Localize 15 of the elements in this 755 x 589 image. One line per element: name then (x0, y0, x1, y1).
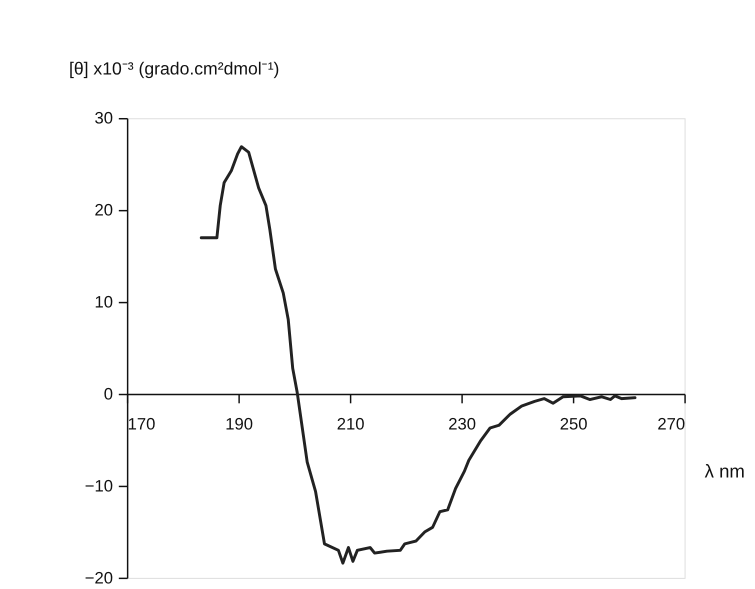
y-tick-label: −10 (84, 476, 113, 496)
y-tick-label: 0 (104, 384, 113, 404)
x-tick-label: 230 (448, 414, 476, 434)
y-tick-label: −20 (84, 568, 113, 588)
x-tick-label: 210 (336, 414, 364, 434)
x-tick-label: 250 (560, 414, 588, 434)
x-tick-label: 190 (225, 414, 253, 434)
y-tick-label: 30 (94, 108, 113, 128)
y-tick-label: 20 (94, 200, 113, 220)
x-tick-label: 170 (128, 414, 156, 434)
line-series (200, 145, 636, 565)
x-axis-title: λ nm (704, 460, 745, 482)
y-axis-title: [θ] x10⁻³ (grado.cm²dmol⁻¹) (68, 58, 280, 79)
y-tick-label: 10 (94, 292, 113, 312)
x-tick-label: 270 (657, 414, 686, 434)
